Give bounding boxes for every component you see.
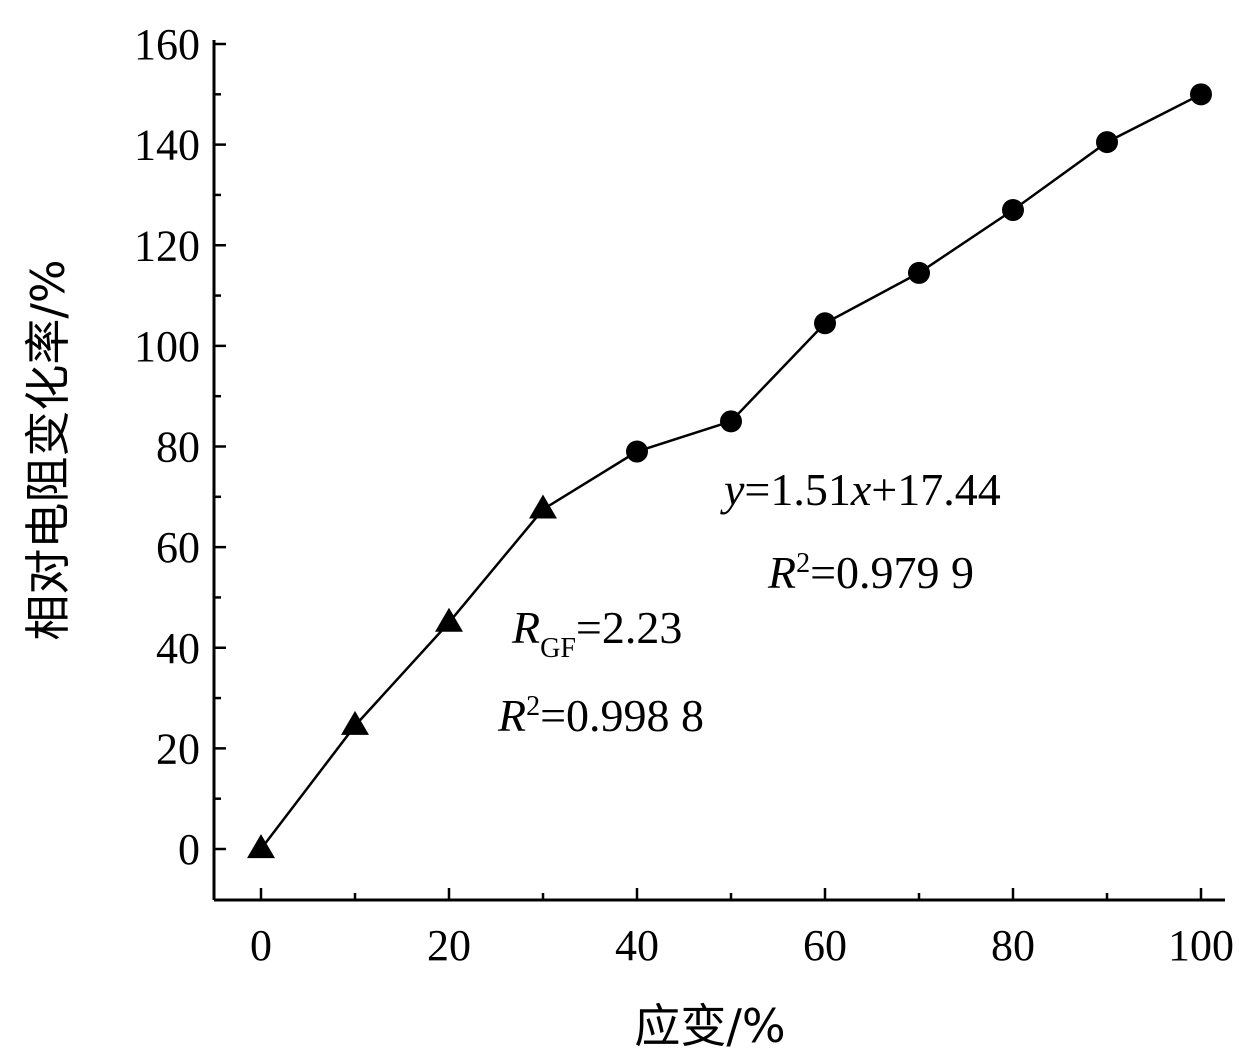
axes	[212, 40, 1225, 902]
fit-equation-y: y	[720, 464, 745, 515]
y-axis-ticks: 0 20 40 60 80 100 120 140 160	[134, 20, 226, 874]
circle-marker	[814, 312, 836, 335]
triangle-marker	[247, 834, 275, 859]
x-axis-ticks: 0 20 40 60 80 100	[250, 888, 1234, 970]
x-tick-label: 20	[427, 921, 471, 970]
r2-triangle-r: R	[497, 690, 526, 741]
y-tick-label: 40	[156, 624, 200, 673]
r2-circle-value: =0.979 9	[810, 547, 974, 598]
r2-circle-r: R	[767, 547, 796, 598]
circle-marker	[1096, 131, 1118, 154]
x-tick-label: 80	[991, 921, 1035, 970]
triangle-marker	[341, 710, 369, 735]
y-tick-label: 140	[134, 121, 200, 170]
rgf-r: R	[511, 602, 540, 653]
rgf-annotation: RGF=2.23	[511, 602, 682, 664]
circle-marker	[720, 410, 742, 433]
rgf-value: =2.23	[576, 602, 682, 653]
r2-triangle-sup: 2	[526, 691, 540, 722]
r2-triangle-value: =0.998 8	[540, 690, 704, 741]
fit-equation-x: x	[850, 464, 872, 515]
y-tick-label: 120	[134, 221, 200, 270]
triangle-marker	[529, 494, 557, 519]
series-group	[247, 83, 1212, 859]
circle-marker	[908, 261, 930, 284]
r2-circle-sup: 2	[796, 548, 810, 579]
y-tick-label: 80	[156, 423, 200, 472]
triangle-marker	[435, 607, 463, 632]
y-tick-label: 60	[156, 523, 200, 572]
y-axis-title: 相对电阻变化率/%	[21, 259, 75, 640]
y-tick-label: 160	[134, 20, 200, 69]
x-tick-label: 100	[1168, 921, 1234, 970]
y-tick-label: 0	[178, 825, 200, 874]
rgf-sub: GF	[540, 633, 576, 664]
r2-triangle-annotation: R2=0.998 8	[497, 690, 704, 741]
circle-marker	[626, 440, 648, 463]
x-tick-label: 0	[250, 921, 272, 970]
r2-circle-annotation: R2=0.979 9	[767, 547, 974, 598]
series-circle-line	[542, 93, 1202, 511]
fit-equation-intercept: +17.44	[871, 464, 1000, 515]
series-triangle-line	[260, 508, 544, 850]
y-tick-label: 20	[156, 724, 200, 773]
fit-equation-annotation: y=1.51x+17.44	[720, 464, 1001, 515]
y-tick-label: 100	[134, 322, 200, 371]
circle-marker	[1002, 199, 1024, 222]
x-axis-title: 应变/%	[634, 999, 785, 1053]
x-tick-label: 60	[803, 921, 847, 970]
x-tick-label: 40	[615, 921, 659, 970]
circle-marker	[1190, 83, 1212, 106]
fit-equation-slope: =1.51	[744, 464, 850, 515]
